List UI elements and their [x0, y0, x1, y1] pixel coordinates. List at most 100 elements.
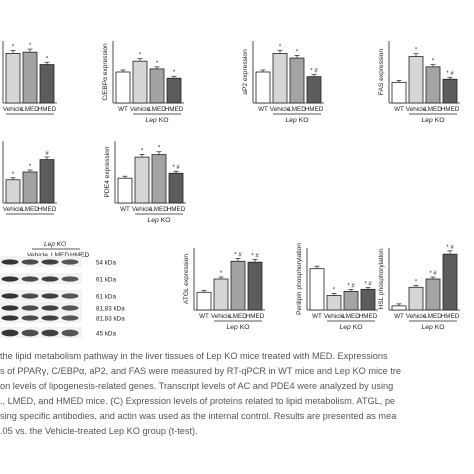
blot-band [1, 276, 19, 282]
significance-mark: * [415, 279, 418, 285]
bar-hmed [39, 64, 55, 104]
group-label: Lep KO [285, 117, 308, 124]
bar-hmed [442, 253, 458, 311]
blot-band [61, 276, 79, 282]
caption-line: ., LMED, and HMED mice. (C) Expression l… [0, 396, 396, 406]
tick-label: Vehicle [132, 206, 153, 213]
figure-panel: * Vehicle * LMED * HMED C/EBPα expression WT * Ve… [0, 41, 460, 338]
tick-label: WT [394, 106, 404, 113]
tick-label: WT [312, 313, 322, 320]
bar-lmed [425, 66, 441, 104]
blot-marker-label: 61 kDa [96, 277, 116, 284]
group-label: Lep KO [339, 324, 362, 331]
caption-line: on levels of lipogenesis-related genes. … [0, 381, 394, 391]
caption-line: s of PPARγ, C/EBPα, aP2, and FAS were me… [0, 366, 402, 376]
tick-label: Vehicle [130, 106, 151, 113]
tick-label: HMED [441, 313, 460, 320]
bar-vehicle [134, 156, 150, 204]
tick-label: HMED [305, 106, 324, 113]
bar-lmed [230, 260, 246, 311]
tick-label: HMED [167, 206, 186, 213]
tick-label: LMED [229, 313, 247, 320]
tick-label: Vehicle [406, 313, 427, 320]
bar-vehicle [213, 278, 229, 311]
significance-mark: * # [347, 283, 355, 289]
figure-caption: the lipid metabolism pathway in the live… [0, 349, 474, 474]
y-axis-label: aP2 expression [242, 49, 249, 95]
bar-vehicle [408, 286, 424, 311]
group-label: Lep KO [147, 217, 170, 224]
blot-band [61, 259, 79, 265]
blot-membrane [0, 312, 82, 323]
chart-9: HSL phosphorylation WT * Vehicle * # LMED * # H… [378, 245, 460, 331]
chart-6: PDE4 expression WT * Vehicle * LMED * # HMED Lep… [104, 141, 186, 224]
blot-marker-label: 61 kDa [96, 294, 116, 301]
bar-wt [196, 291, 212, 311]
significance-mark: * [156, 61, 159, 67]
significance-mark: * [432, 59, 435, 65]
chart-4: FAS expression WT * Vehicle * LMED * # HMED Lep … [378, 41, 460, 124]
significance-mark: * # [251, 253, 259, 259]
blot-group-label: Lep KO [44, 241, 66, 248]
group-label: Lep KO [145, 117, 168, 124]
blot-band [21, 329, 39, 337]
bar-lmed [425, 278, 441, 311]
bar-wt [117, 177, 133, 204]
tick-label: Vehicle [406, 106, 427, 113]
chart-1: * Vehicle * LMED * HMED [2, 41, 57, 115]
blot-row: 61 kDa [0, 290, 116, 301]
significance-mark: * [279, 44, 282, 50]
blot-membrane [0, 290, 82, 301]
blot-row: 61 kDa [0, 273, 116, 284]
blot-band [21, 259, 39, 265]
bar-lmed [22, 51, 38, 104]
y-axis-label: FAS expression [378, 49, 385, 96]
significance-mark: * [141, 148, 144, 154]
blot-band [1, 293, 19, 299]
chart-2: C/EBPα expression WT * Vehicle * LMED * HMED Lep… [102, 41, 184, 124]
bar-vehicle [132, 60, 148, 104]
tick-label: LMED [21, 206, 39, 213]
tick-label: Vehicle [270, 106, 291, 113]
blot-band [21, 315, 39, 321]
blot-marker-label: 45 kDa [96, 331, 116, 338]
chart-3: aP2 expression WT * Vehicle * LMED * # HMED Lep … [242, 41, 324, 124]
tick-label: Vehicle [3, 106, 24, 113]
tick-label: HMED [359, 313, 378, 320]
blot-membrane [0, 273, 82, 284]
tick-label: LMED [342, 313, 360, 320]
blot-band [41, 315, 59, 321]
significance-mark: * [29, 43, 32, 49]
significance-mark: * # [310, 69, 318, 75]
bar-lmed [151, 154, 167, 204]
y-axis-label: C/EBPα expression [102, 43, 109, 101]
blot-membrane [0, 256, 82, 267]
significance-mark: * [29, 164, 32, 170]
blot-band [61, 329, 79, 337]
tick-label: LMED [148, 106, 166, 113]
bar-wt [391, 81, 407, 104]
chart-8: Perilipin phosphorylation WT * Vehicle * # LM… [296, 243, 378, 331]
bar-vehicle [326, 295, 342, 311]
bar-lmed [149, 68, 165, 104]
blot-band [1, 305, 19, 311]
significance-mark: * [415, 48, 418, 54]
tick-label: HMED [38, 106, 57, 113]
bar-hmed [168, 172, 184, 204]
blot-row: 45 kDa [0, 327, 116, 338]
significance-mark: * [173, 70, 176, 76]
tick-label: LMED [424, 313, 442, 320]
blot-band [61, 293, 79, 299]
y-axis-label: ATGL expression [183, 254, 190, 305]
blot-band [41, 329, 59, 337]
bar-hmed [306, 76, 322, 104]
significance-mark: * [139, 53, 142, 59]
bar-lmed [289, 57, 305, 104]
bar-vehicle [5, 53, 21, 104]
tick-label: Vehicle [3, 206, 24, 213]
significance-mark: * # [364, 281, 372, 287]
bar-wt [115, 71, 131, 104]
group-label: Lep KO [226, 324, 249, 331]
significance-mark: * # [234, 252, 242, 258]
bar-hmed [166, 77, 182, 104]
